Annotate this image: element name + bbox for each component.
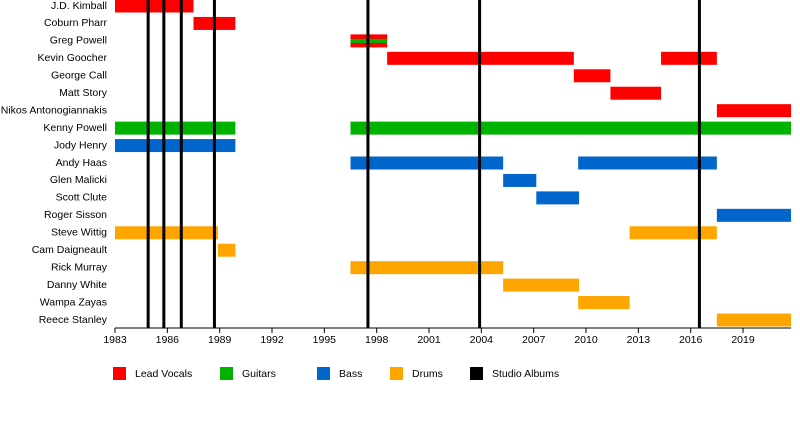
row-label: Danny White [47,279,107,291]
row-label: Rick Murray [51,261,108,273]
bar [115,0,194,13]
legend-swatch [317,367,330,380]
x-tick-label: 1986 [156,334,180,346]
legend-label: Studio Albums [492,368,559,380]
row-label: Steve Wittig [51,227,107,239]
x-tick-label: 2010 [574,334,598,346]
x-tick-label: 2019 [731,334,755,346]
bar [217,243,236,257]
bar [573,69,611,83]
x-tick-label: 2004 [470,334,494,346]
legend-swatch [470,367,483,380]
bar [350,156,504,170]
bar [503,173,537,187]
bar [629,226,717,240]
x-tick-label: 2001 [417,334,441,346]
row-label: Andy Haas [56,157,107,169]
row-label: Jody Henry [54,139,108,151]
row-label: J.D. Kimball [51,0,107,12]
bar [716,313,791,327]
row-label: Reece Stanley [39,314,108,326]
x-tick-label: 1998 [365,334,389,346]
row-label: Nikos Antonogiannakis [1,104,107,116]
legend-label: Guitars [242,368,276,380]
x-tick-label: 1995 [313,334,337,346]
bar [115,139,236,153]
row-label: Glen Malicki [50,174,107,186]
bar [115,226,218,240]
bar [503,278,580,292]
legend-label: Lead Vocals [135,368,192,380]
legend-swatch [113,367,126,380]
x-tick-label: 1983 [103,334,127,346]
x-tick-label: 2013 [627,334,651,346]
bar [661,51,717,65]
bar [350,261,504,275]
bar [610,86,662,100]
row-label: Matt Story [59,87,108,99]
row-label: Greg Powell [50,35,107,47]
bar [578,156,717,170]
row-label: Cam Daigneault [32,244,107,256]
bar [536,191,580,205]
bar [716,104,791,118]
legend-swatch [220,367,233,380]
x-tick-label: 1992 [260,334,284,346]
row-label: George Call [51,70,107,82]
row-label: Wampa Zayas [40,296,107,308]
legend-swatch [390,367,403,380]
row-label: Roger Sisson [44,209,107,221]
row-label: Coburn Pharr [44,17,108,29]
bar [115,121,236,135]
x-tick-label: 1989 [208,334,232,346]
row-label: Kevin Goocher [38,52,108,64]
row-label: Kenny Powell [43,122,107,134]
legend-label: Drums [412,368,443,380]
x-tick-label: 2007 [522,334,546,346]
x-tick-label: 2016 [679,334,703,346]
row-label: Scott Clute [56,192,108,204]
bar [716,208,791,222]
bar [578,296,630,310]
bar [350,121,791,135]
legend-label: Bass [339,368,362,380]
